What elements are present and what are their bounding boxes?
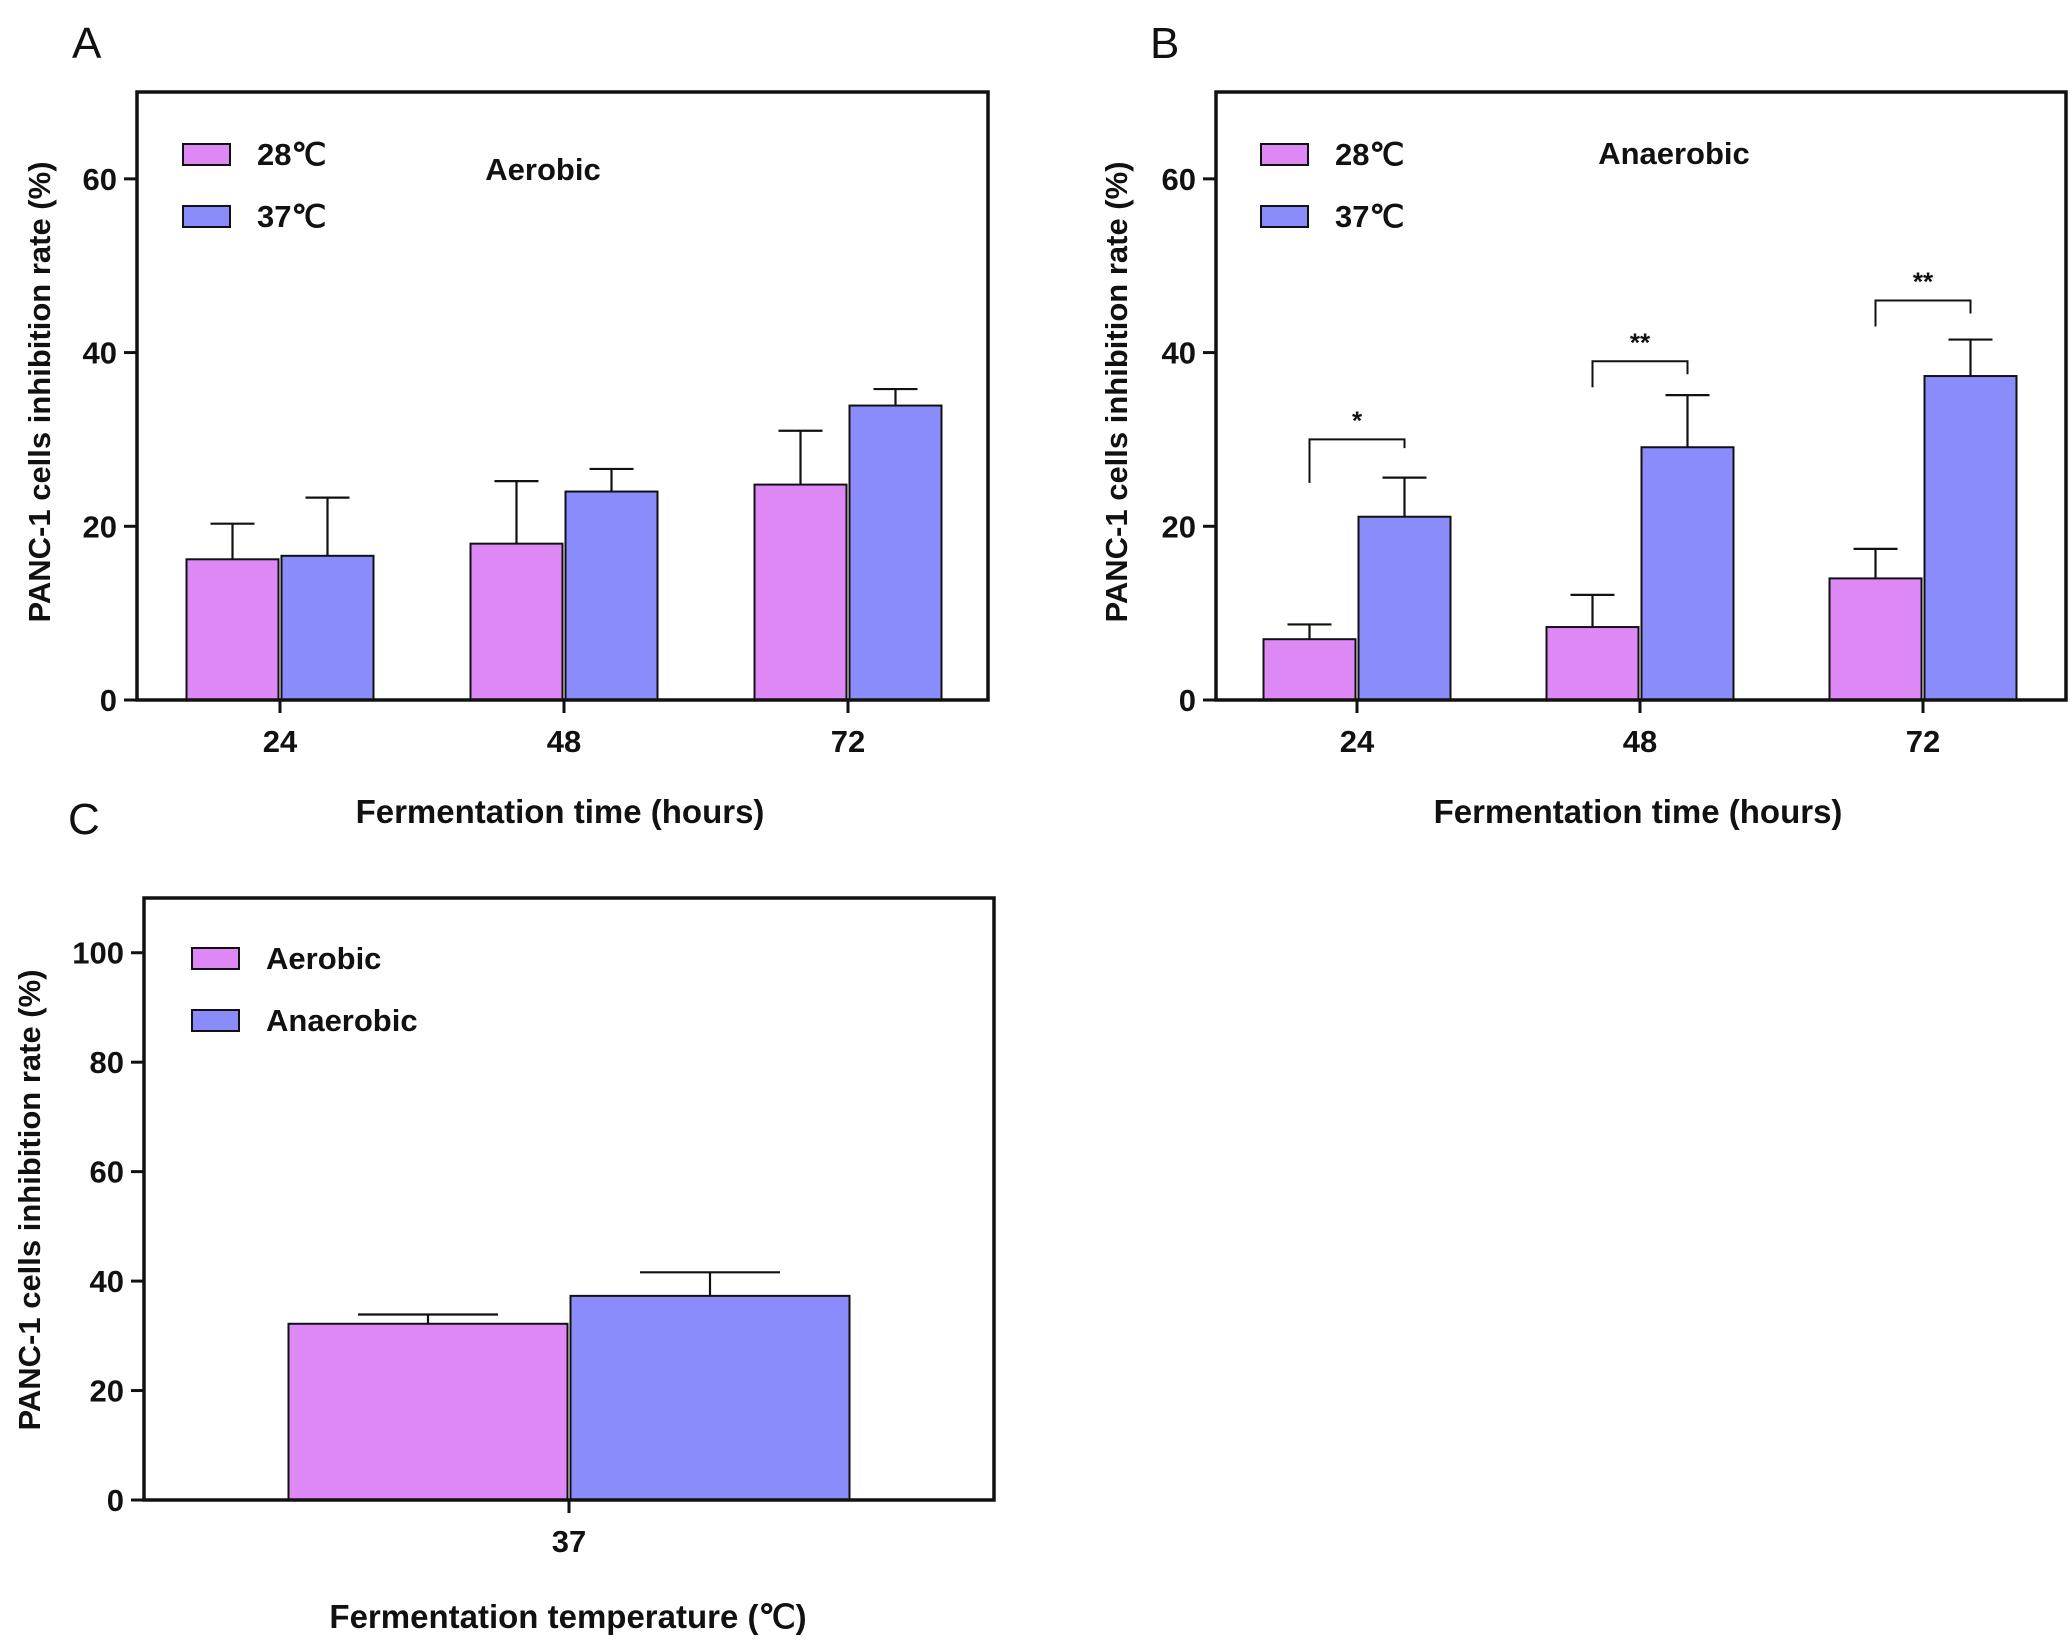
bar-c-1-0 — [569, 1294, 851, 1502]
x-tick-label-b-2: 72 — [1906, 724, 1940, 759]
panel-letter-a: A — [72, 19, 102, 68]
legend-label-b-28: 28℃ — [1335, 137, 1404, 172]
y-tick-label-c-20: 20 — [90, 1374, 124, 1409]
bar-b-1-0 — [1357, 515, 1452, 702]
bar-b-0-1 — [1545, 626, 1640, 701]
bar-a-1-1 — [564, 490, 659, 701]
chart-panel-b: PANC-1 cells inhibition rate (%) Ferment… — [1099, 90, 2068, 830]
sig-label-b-1: ** — [1630, 327, 1651, 357]
y-tick-label-b-20: 20 — [1162, 509, 1196, 544]
sig-bracket-b-0 — [1308, 438, 1406, 483]
y-tick-label-c-100: 100 — [72, 936, 124, 971]
plot-frame-c — [142, 896, 996, 1502]
legend-label-b-37: 37℃ — [1335, 199, 1404, 234]
legend-label-a-37: 37℃ — [257, 199, 326, 234]
legend-label-c-aerobic: Aerobic — [266, 941, 381, 976]
legend-swatch-b-28 — [1260, 143, 1309, 166]
legend-label-a-28: 28℃ — [257, 137, 326, 172]
x-tick-label-a-0: 24 — [263, 724, 298, 759]
bar-b-0-0 — [1262, 638, 1357, 702]
bar-c-0-0 — [287, 1322, 569, 1502]
x-tick-label-a-1: 48 — [547, 724, 581, 759]
y-tick-label-b-60: 60 — [1162, 162, 1196, 197]
y-tick-label-b-40: 40 — [1162, 336, 1196, 371]
y-axis-title-b: PANC-1 cells inhibition rate (%) — [1099, 161, 1134, 622]
y-tick-label-b-0: 0 — [1179, 683, 1196, 718]
sig-bracket-b-1 — [1591, 360, 1689, 388]
panel-letter-b: B — [1150, 19, 1179, 68]
sig-label-b-2: ** — [1913, 266, 1934, 296]
legend-c: Aerobic Anaerobic — [191, 941, 418, 1038]
bar-b-1-1 — [1640, 446, 1735, 702]
legend-swatch-c-aerobic — [191, 947, 240, 970]
legend-swatch-b-37 — [1260, 205, 1309, 228]
x-tick-label-b-1: 48 — [1623, 724, 1657, 759]
bar-b-1-2 — [1923, 375, 2018, 701]
y-tick-label-a-20: 20 — [83, 509, 117, 544]
y-tick-label-a-0: 0 — [100, 683, 117, 718]
plot-frame-b — [1214, 90, 2068, 702]
y-axis-title-a: PANC-1 cells inhibition rate (%) — [22, 161, 57, 622]
x-tick-label-b-0: 24 — [1340, 724, 1375, 759]
legend-a: 28℃ 37℃ — [182, 137, 326, 234]
bar-a-1-2 — [848, 404, 943, 701]
bar-a-0-2 — [753, 483, 848, 702]
legend-swatch-a-37 — [182, 205, 231, 228]
bar-a-0-1 — [469, 542, 564, 702]
y-tick-label-c-40: 40 — [90, 1264, 124, 1299]
sig-bracket-b-2 — [1874, 299, 1972, 327]
legend-swatch-a-28 — [182, 143, 231, 166]
x-axis-title-a: Fermentation time (hours) — [356, 793, 765, 830]
panel-letter-c: C — [68, 795, 100, 844]
marks-c: 0 20 40 60 80 100 37 — [72, 896, 996, 1559]
y-tick-label-a-60: 60 — [83, 162, 117, 197]
y-axis-title-c: PANC-1 cells inhibition rate (%) — [12, 969, 47, 1430]
x-tick-label-c-0: 37 — [552, 1524, 586, 1559]
chart-panel-a: PANC-1 cells inhibition rate (%) Ferment… — [22, 90, 990, 830]
y-tick-label-c-60: 60 — [90, 1155, 124, 1190]
y-tick-label-a-40: 40 — [83, 336, 117, 371]
x-axis-title-c: Fermentation temperature (℃) — [329, 1598, 806, 1635]
x-tick-label-a-2: 72 — [831, 724, 865, 759]
x-axis-title-b: Fermentation time (hours) — [1434, 793, 1843, 830]
legend-swatch-c-anaerobic — [191, 1009, 240, 1032]
chart-panel-c: PANC-1 cells inhibition rate (%) Ferment… — [12, 896, 996, 1635]
bar-a-1-0 — [280, 554, 375, 701]
condition-label-a: Aerobic — [485, 152, 600, 187]
condition-label-b: Anaerobic — [1598, 136, 1750, 171]
bar-b-0-2 — [1828, 577, 1923, 702]
legend-b: 28℃ 37℃ — [1260, 137, 1404, 234]
legend-label-c-anaerobic: Anaerobic — [266, 1003, 418, 1038]
y-tick-label-c-0: 0 — [107, 1483, 124, 1518]
y-tick-label-c-80: 80 — [90, 1045, 124, 1080]
plot-frame-a — [135, 90, 990, 702]
marks-a: 0 20 40 60 24 48 72 — [83, 90, 990, 759]
bar-a-0-0 — [185, 558, 280, 702]
sig-label-b-0: * — [1352, 405, 1363, 435]
